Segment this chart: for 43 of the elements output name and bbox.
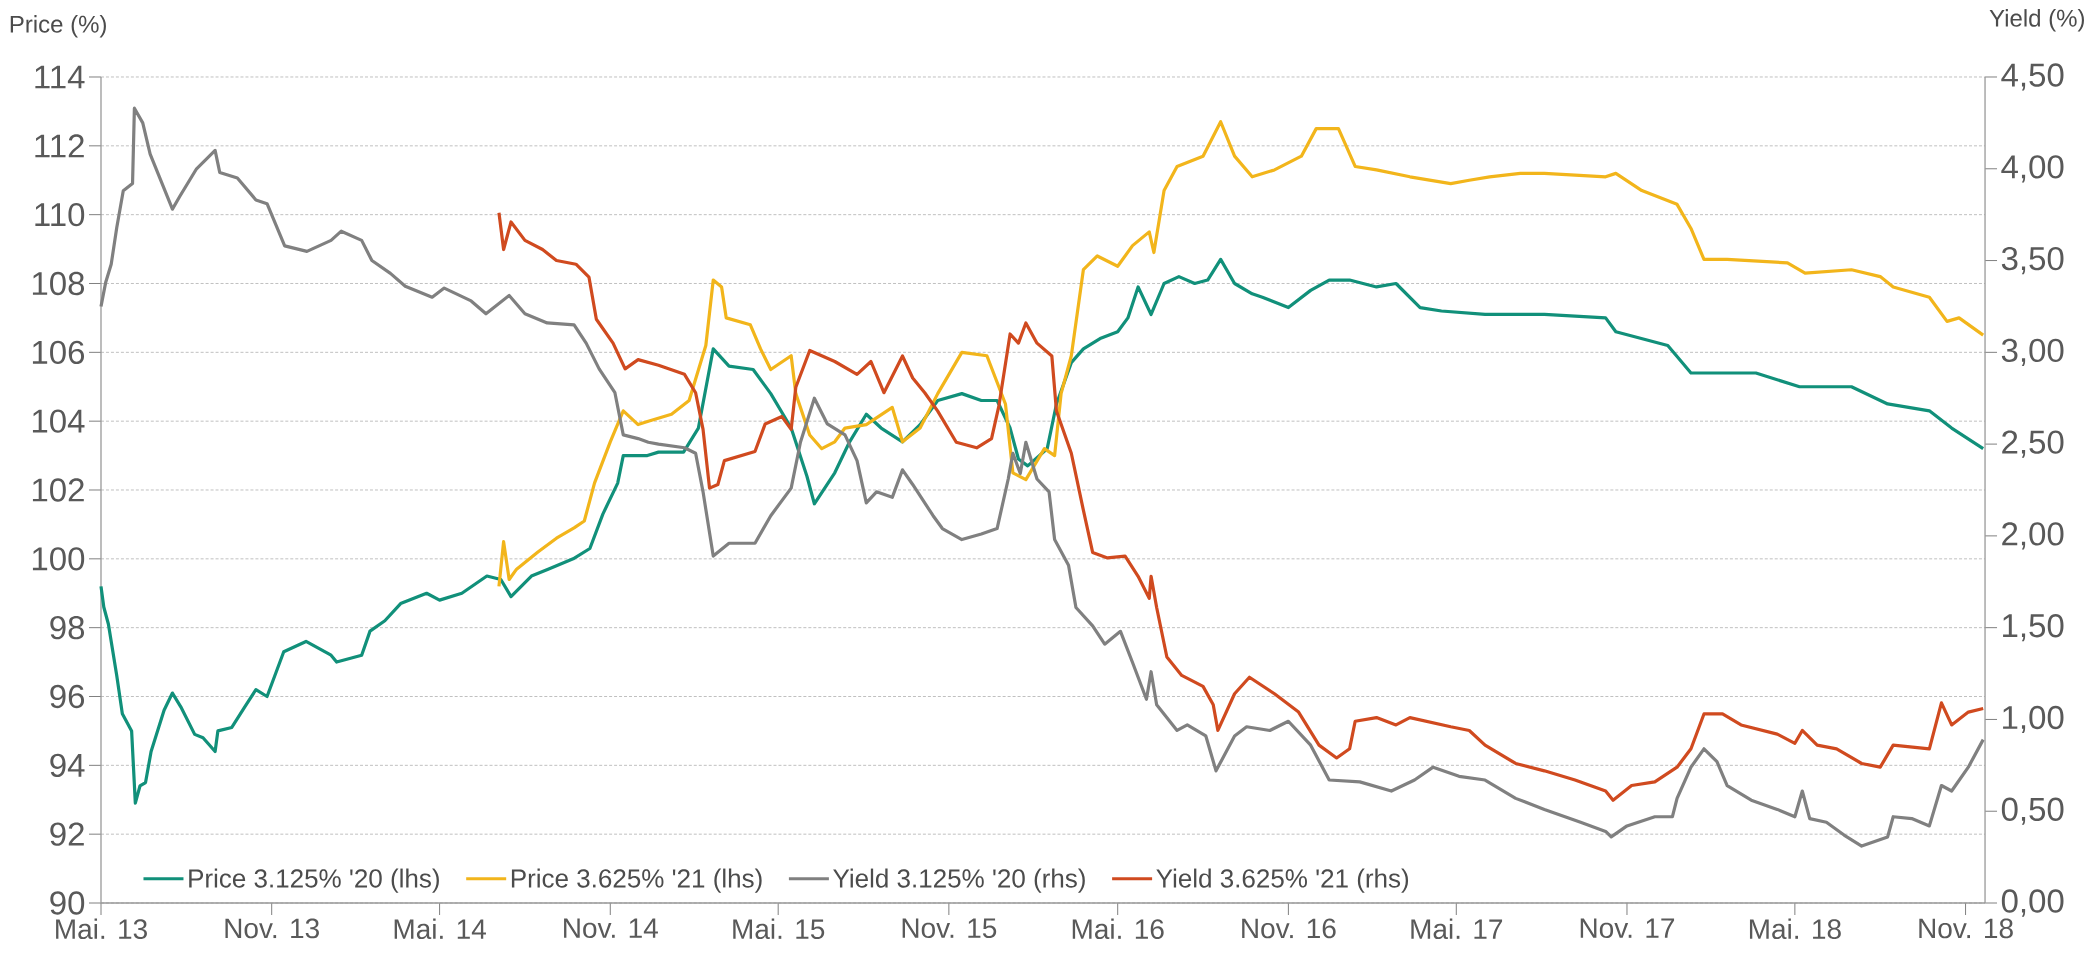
x-tick-label: Nov. 13 bbox=[225, 918, 319, 939]
y-tick-label: 92 bbox=[50, 822, 84, 846]
legend-label: Price 3.625% '21 (lhs) bbox=[511, 868, 762, 893]
line-series bbox=[497, 120, 1985, 588]
legend-label: Price 3.125% '20 (lhs) bbox=[189, 868, 439, 893]
legend-label: Yield 3.625% '21 (rhs) bbox=[1156, 868, 1409, 893]
x-tick-label: Mai. 18 bbox=[1749, 918, 1841, 940]
legend-label: Yield 3.125% '20 (rhs) bbox=[833, 868, 1085, 893]
y2-tick-label: 1,50 bbox=[2003, 614, 2064, 642]
y2-tick-label: 1,00 bbox=[2003, 705, 2064, 734]
y-tick-label: 90 bbox=[50, 891, 85, 915]
y-tick-label: 112 bbox=[35, 134, 84, 158]
y-tick-label: 114 bbox=[35, 65, 85, 89]
y2-tick-label: 0,50 bbox=[2001, 797, 2064, 825]
x-tick-label: Mai. 13 bbox=[56, 918, 147, 940]
x-tick-label: Nov. 18 bbox=[1919, 918, 2013, 939]
y2-tick-label: 4,50 bbox=[2001, 63, 2064, 91]
y-tick-label: 94 bbox=[50, 753, 85, 778]
x-tick-label: Mai. 16 bbox=[1072, 918, 1164, 940]
y-tick-label: 110 bbox=[35, 202, 85, 227]
y-tick-label: 96 bbox=[50, 684, 85, 709]
y2-tick-label: 3,00 bbox=[2001, 338, 2064, 366]
x-tick-label: Mai. 17 bbox=[1411, 918, 1503, 940]
line-series bbox=[497, 211, 1985, 802]
y2-axis-title: Yield (%) bbox=[1989, 9, 2084, 32]
x-tick-label: Mai. 14 bbox=[394, 918, 486, 940]
y-tick-label: 106 bbox=[32, 340, 85, 365]
x-tick-label: Nov. 15 bbox=[902, 918, 997, 939]
y2-tick-label: 2,00 bbox=[2002, 522, 2064, 550]
y-tick-label: 98 bbox=[50, 615, 85, 640]
y-axis-title: Price (%) bbox=[10, 15, 106, 38]
y2-tick-label: 2,50 bbox=[2002, 430, 2064, 458]
y-tick-label: 100 bbox=[32, 547, 85, 571]
y2-tick-label: 0,00 bbox=[2001, 889, 2064, 917]
y2-tick-label: 4,00 bbox=[2001, 155, 2064, 183]
x-tick-label: Nov. 17 bbox=[1580, 918, 1675, 939]
y2-tick-label: 3,50 bbox=[2001, 246, 2064, 275]
x-tick-label: Nov. 14 bbox=[564, 918, 658, 939]
y-tick-label: 108 bbox=[32, 271, 85, 296]
x-tick-label: Nov. 16 bbox=[1242, 918, 1336, 939]
y-tick-label: 104 bbox=[32, 409, 85, 433]
x-tick-label: Mai. 15 bbox=[733, 918, 825, 940]
y-tick-label: 102 bbox=[32, 478, 84, 502]
